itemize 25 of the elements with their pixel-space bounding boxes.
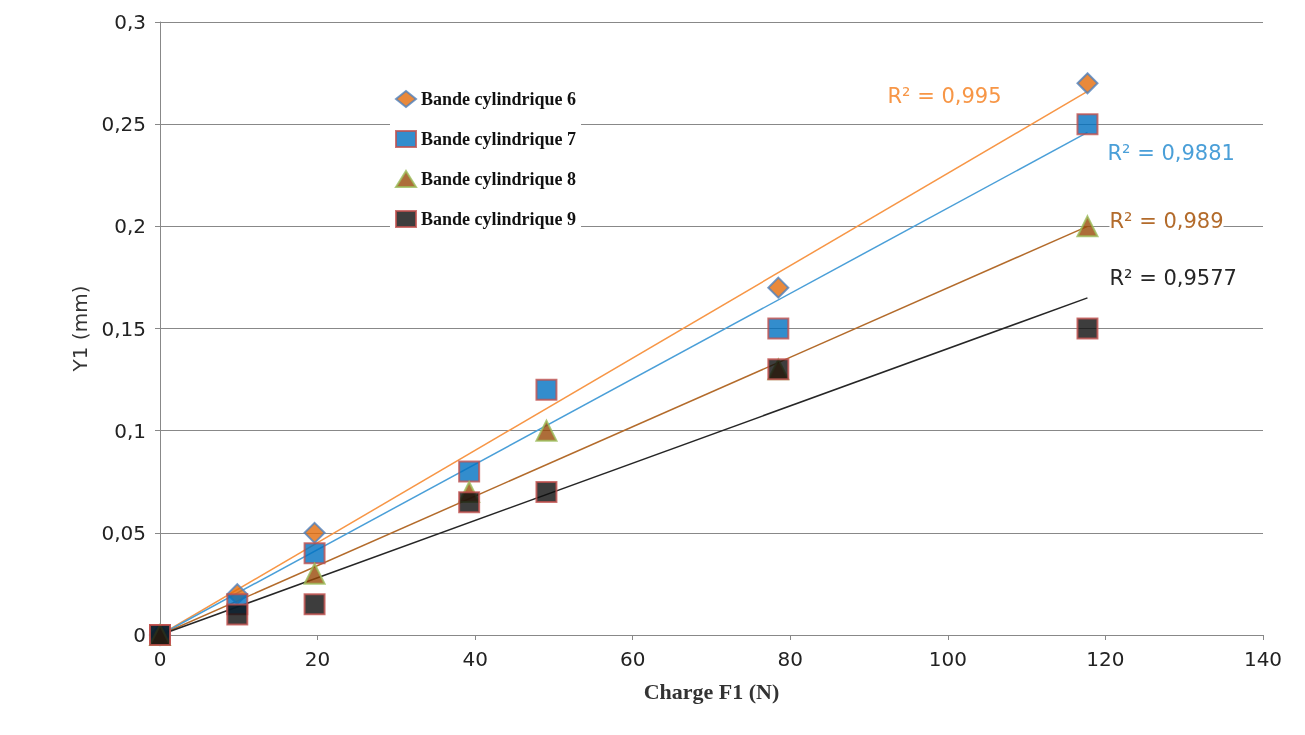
legend-label: Bande cylindrique 6 bbox=[421, 89, 577, 109]
annotation: R² = 0,9577 bbox=[1109, 266, 1237, 291]
legend-label: Bande cylindrique 8 bbox=[421, 169, 577, 189]
legend-label: Bande cylindrique 7 bbox=[421, 129, 577, 149]
x-tick-label: 20 bbox=[304, 647, 331, 671]
legend-label: Bande cylindrique 9 bbox=[421, 209, 577, 229]
x-tick-label: 40 bbox=[462, 647, 488, 671]
x-tick-label: 100 bbox=[928, 647, 967, 671]
y-tick-label: 0 bbox=[133, 623, 146, 647]
x-tick-label: 80 bbox=[777, 647, 804, 671]
y-tick-label: 0,15 bbox=[101, 316, 146, 341]
y-axis-title: Y1 (mm) bbox=[68, 285, 92, 373]
y-tick-label: 0,1 bbox=[114, 418, 146, 443]
x-tick-label: 0 bbox=[153, 647, 167, 671]
x-tick-label: 120 bbox=[1086, 647, 1125, 671]
y-tick-label: 0,05 bbox=[101, 520, 146, 545]
y-tick-label: 0,2 bbox=[114, 214, 146, 239]
x-axis-title: Charge F1 (N) bbox=[643, 678, 780, 704]
annotation: R² = 0,995 bbox=[887, 83, 1002, 108]
y-tick-label: 0,25 bbox=[101, 112, 146, 137]
x-tick-label: 60 bbox=[619, 647, 646, 671]
annotation: R² = 0,9881 bbox=[1107, 140, 1235, 165]
annotation: R² = 0,989 bbox=[1109, 208, 1224, 233]
y-tick-label: 0,3 bbox=[114, 10, 146, 34]
x-tick-label: 140 bbox=[1243, 647, 1283, 671]
